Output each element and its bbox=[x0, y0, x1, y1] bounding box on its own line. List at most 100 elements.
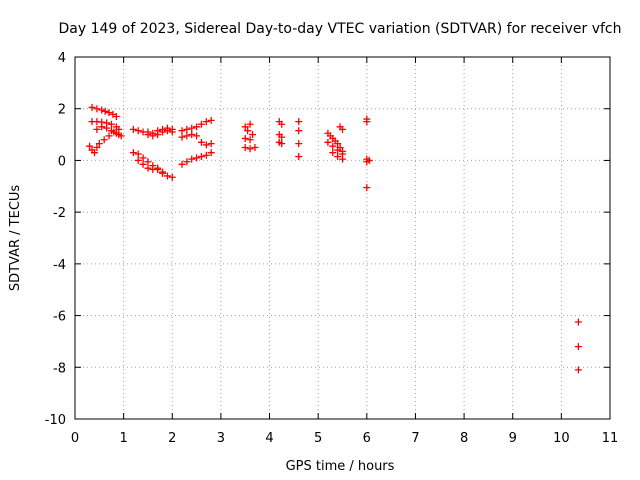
data-point bbox=[207, 140, 215, 148]
data-point bbox=[246, 145, 254, 153]
data-point bbox=[154, 164, 162, 172]
data-point bbox=[251, 144, 259, 151]
data-point bbox=[183, 125, 191, 133]
x-tick-label: 11 bbox=[602, 431, 619, 446]
y-tick-label: 0 bbox=[58, 154, 66, 169]
data-point bbox=[574, 343, 582, 351]
data-point bbox=[134, 156, 142, 164]
data-point bbox=[188, 124, 196, 132]
data-point bbox=[295, 153, 303, 161]
data-point bbox=[105, 109, 113, 117]
data-point bbox=[159, 168, 167, 176]
data-point bbox=[188, 131, 196, 139]
data-point bbox=[98, 123, 106, 131]
data-point bbox=[574, 366, 582, 374]
x-tick-label: 0 bbox=[71, 431, 79, 446]
data-point bbox=[241, 134, 249, 142]
data-point bbox=[95, 140, 103, 148]
data-point bbox=[278, 133, 286, 141]
data-point bbox=[202, 151, 210, 159]
x-tick-label: 8 bbox=[460, 431, 468, 446]
data-point bbox=[278, 140, 286, 148]
data-point bbox=[93, 105, 101, 113]
data-point bbox=[129, 125, 137, 133]
data-point bbox=[86, 142, 94, 150]
data-point bbox=[178, 133, 186, 141]
data-point bbox=[334, 140, 342, 148]
data-point bbox=[241, 144, 249, 151]
data-point bbox=[249, 131, 257, 139]
x-axis-label: GPS time / hours bbox=[286, 459, 395, 474]
data-point bbox=[188, 155, 196, 163]
plot-frame bbox=[74, 56, 611, 420]
data-point bbox=[295, 140, 303, 148]
x-tick-label: 10 bbox=[553, 431, 570, 446]
y-tick-label: -10 bbox=[45, 413, 66, 428]
data-point bbox=[246, 136, 254, 144]
chart-title: Day 149 of 2023, Sidereal Day-to-day VTE… bbox=[58, 21, 621, 37]
data-point bbox=[574, 318, 582, 326]
y-tick-label: -4 bbox=[53, 258, 66, 273]
data-point bbox=[244, 127, 252, 135]
data-point bbox=[197, 153, 205, 161]
data-point bbox=[154, 127, 162, 135]
data-point bbox=[207, 149, 215, 157]
x-tick-label: 7 bbox=[411, 431, 419, 446]
data-point bbox=[134, 150, 142, 158]
data-point bbox=[363, 118, 371, 126]
data-point bbox=[197, 120, 205, 128]
data-point bbox=[168, 173, 176, 181]
data-point bbox=[98, 106, 106, 114]
data-point bbox=[193, 132, 201, 140]
data-point bbox=[339, 155, 346, 163]
data-point bbox=[168, 128, 176, 136]
data-point bbox=[278, 120, 286, 128]
data-point bbox=[324, 138, 332, 146]
data-point bbox=[295, 118, 303, 126]
data-point bbox=[163, 124, 171, 132]
data-point bbox=[295, 127, 303, 135]
data-point bbox=[183, 158, 191, 166]
data-point bbox=[93, 144, 101, 151]
data-point bbox=[178, 127, 186, 135]
data-point bbox=[365, 156, 373, 164]
data-point bbox=[339, 125, 346, 133]
data-point bbox=[144, 158, 152, 166]
data-point bbox=[197, 138, 205, 146]
x-tick-label: 9 bbox=[509, 431, 517, 446]
x-tick-label: 4 bbox=[265, 431, 273, 446]
data-point bbox=[207, 116, 215, 124]
data-point bbox=[329, 142, 337, 150]
data-point bbox=[139, 160, 147, 168]
data-point bbox=[110, 128, 118, 136]
y-tick-label: -6 bbox=[53, 310, 66, 325]
data-point bbox=[183, 132, 191, 140]
data-point bbox=[88, 103, 96, 111]
data-point bbox=[90, 149, 98, 157]
data-point bbox=[178, 160, 186, 168]
data-point bbox=[144, 164, 152, 172]
data-points bbox=[86, 103, 582, 374]
data-point bbox=[334, 153, 342, 161]
data-point bbox=[103, 124, 111, 132]
data-point bbox=[105, 132, 113, 140]
data-point bbox=[149, 165, 157, 173]
y-tick-label: 4 bbox=[58, 51, 66, 66]
data-point bbox=[163, 172, 171, 180]
data-point bbox=[129, 149, 137, 157]
data-point bbox=[100, 136, 108, 144]
data-point bbox=[159, 125, 167, 133]
data-point bbox=[93, 125, 101, 133]
data-point bbox=[193, 123, 201, 131]
data-point bbox=[107, 120, 115, 128]
data-point bbox=[144, 128, 152, 136]
x-tick-label: 6 bbox=[363, 431, 371, 446]
data-point bbox=[363, 184, 371, 192]
y-axis-label: SDTVAR / TECUs bbox=[8, 185, 23, 292]
data-point bbox=[241, 123, 249, 131]
y-tick-label: -8 bbox=[53, 361, 66, 376]
data-point bbox=[112, 112, 120, 120]
data-point bbox=[115, 131, 123, 139]
data-point bbox=[329, 149, 337, 157]
